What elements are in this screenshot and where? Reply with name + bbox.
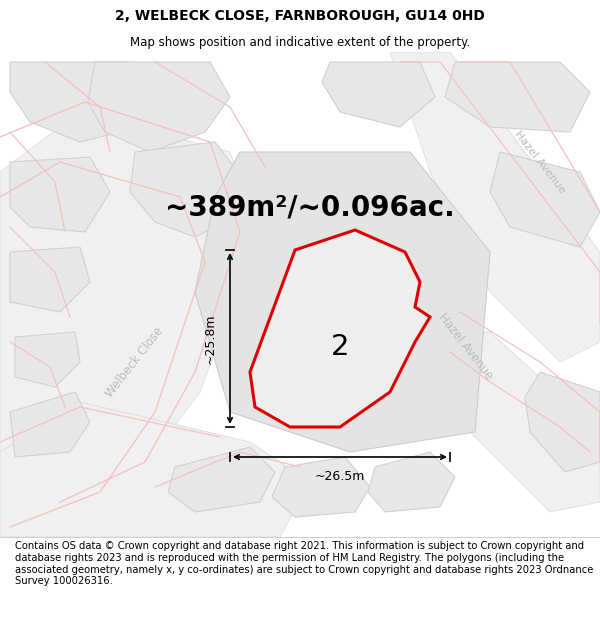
Polygon shape [368,452,455,512]
Polygon shape [0,402,310,537]
Text: ~25.8m: ~25.8m [203,314,217,364]
Polygon shape [10,392,90,457]
Text: Contains OS data © Crown copyright and database right 2021. This information is : Contains OS data © Crown copyright and d… [15,541,593,586]
Text: Hazel Avenue: Hazel Avenue [435,311,495,382]
Text: ~26.5m: ~26.5m [315,471,365,484]
Text: 2: 2 [331,333,349,361]
Polygon shape [250,230,430,427]
Text: Welbeck Close: Welbeck Close [104,324,166,399]
Polygon shape [15,332,80,387]
Polygon shape [88,62,230,152]
Polygon shape [0,112,260,512]
Text: 2, WELBECK CLOSE, FARNBOROUGH, GU14 0HD: 2, WELBECK CLOSE, FARNBOROUGH, GU14 0HD [115,9,485,23]
Polygon shape [10,247,90,312]
Text: Hazel Avenue: Hazel Avenue [512,129,568,195]
Text: Map shows position and indicative extent of the property.: Map shows position and indicative extent… [130,36,470,49]
Polygon shape [168,447,275,512]
Polygon shape [130,142,245,237]
Polygon shape [430,332,600,512]
Polygon shape [195,152,490,452]
Polygon shape [525,372,600,472]
Polygon shape [272,457,370,517]
Polygon shape [322,62,435,127]
Polygon shape [10,157,110,232]
Polygon shape [390,52,600,362]
Text: ~389m²/~0.096ac.: ~389m²/~0.096ac. [165,193,455,221]
Polygon shape [445,62,590,132]
Polygon shape [490,152,600,247]
Polygon shape [10,62,150,142]
